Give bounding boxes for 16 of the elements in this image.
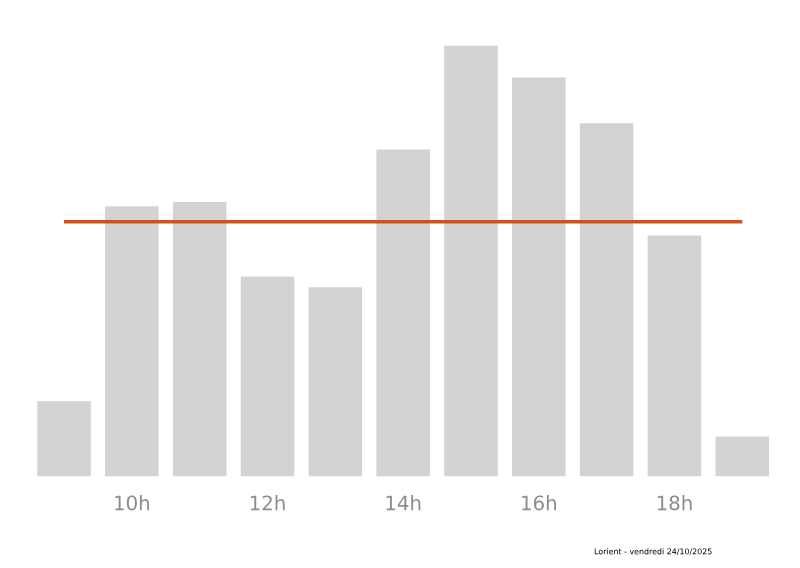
bar <box>512 77 566 477</box>
bar <box>37 401 91 477</box>
bar <box>444 45 498 477</box>
bar <box>579 123 634 477</box>
bar <box>308 287 363 477</box>
x-tick-label: 12h <box>250 495 285 511</box>
bar <box>172 202 227 477</box>
bar <box>647 235 702 477</box>
bar <box>105 206 159 477</box>
x-tick-label: 18h <box>657 495 692 511</box>
bar <box>376 149 430 477</box>
bar <box>240 276 295 477</box>
x-tick-label: 10h <box>115 495 149 511</box>
bar <box>715 436 770 477</box>
x-tick-label: 14h <box>386 495 421 511</box>
x-tick-label: 16h <box>522 495 556 511</box>
